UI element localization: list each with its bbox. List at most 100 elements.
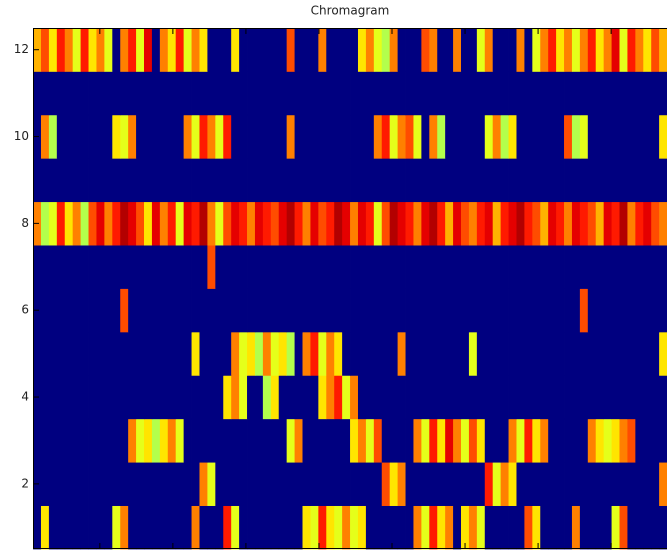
heat-cell	[168, 28, 176, 72]
heat-cell	[303, 332, 311, 376]
heat-cell	[342, 245, 350, 289]
heat-cell	[318, 332, 326, 376]
heat-cell	[612, 28, 620, 72]
heat-cell	[429, 506, 437, 550]
heat-cell	[588, 375, 596, 419]
heat-cell	[548, 289, 556, 333]
heat-cell	[469, 28, 477, 72]
heat-cell	[255, 115, 263, 159]
heat-cell	[588, 115, 596, 159]
heat-cell	[524, 158, 532, 202]
heat-cell	[215, 28, 223, 72]
heat-cell	[532, 115, 540, 159]
heat-cell	[152, 115, 160, 159]
heat-cell	[588, 202, 596, 246]
heat-cell	[49, 375, 57, 419]
heat-cell	[303, 245, 311, 289]
heat-cell	[160, 202, 168, 246]
heat-cell	[223, 375, 231, 419]
heat-cell	[33, 506, 41, 550]
heat-cell	[516, 375, 524, 419]
heat-cell	[588, 71, 596, 115]
heat-cell	[57, 245, 65, 289]
heat-cell	[556, 375, 564, 419]
heat-cell	[382, 375, 390, 419]
heat-cell	[49, 202, 57, 246]
heat-cell	[263, 506, 271, 550]
heat-cell	[390, 506, 398, 550]
heat-cell	[453, 375, 461, 419]
heat-cell	[540, 245, 548, 289]
heat-cell	[152, 375, 160, 419]
heat-cell	[192, 115, 200, 159]
heat-cell	[485, 115, 493, 159]
heat-cell	[461, 28, 469, 72]
heat-cell	[41, 419, 49, 463]
heat-cell	[120, 462, 128, 506]
heat-cell	[509, 462, 517, 506]
heat-cell	[199, 375, 207, 419]
heat-cell	[81, 28, 89, 72]
heat-cell	[445, 115, 453, 159]
heat-cell	[406, 115, 414, 159]
heat-cell	[540, 71, 548, 115]
heat-cell	[215, 158, 223, 202]
heat-cell	[295, 245, 303, 289]
heat-cell	[326, 289, 334, 333]
heat-cell	[374, 115, 382, 159]
heat-cell	[247, 332, 255, 376]
heat-cell	[160, 158, 168, 202]
heat-cell	[65, 202, 73, 246]
heat-cell	[548, 419, 556, 463]
heat-cell	[41, 71, 49, 115]
heat-cell	[326, 332, 334, 376]
heat-cell	[160, 506, 168, 550]
heat-cell	[168, 115, 176, 159]
heat-cell	[342, 115, 350, 159]
heat-cell	[350, 375, 358, 419]
heat-cell	[96, 245, 104, 289]
heat-cell	[445, 71, 453, 115]
heat-cell	[382, 462, 390, 506]
heat-cell	[493, 332, 501, 376]
heat-cell	[421, 332, 429, 376]
heat-cell	[596, 462, 604, 506]
heat-cell	[112, 245, 120, 289]
heat-cell	[461, 462, 469, 506]
heat-cell	[596, 419, 604, 463]
heat-cell	[620, 245, 628, 289]
heat-cell	[453, 289, 461, 333]
heat-cell	[192, 202, 200, 246]
heat-cell	[310, 245, 318, 289]
heat-cell	[509, 202, 517, 246]
heat-cell	[287, 28, 295, 72]
heat-cell	[65, 28, 73, 72]
heat-cell	[524, 462, 532, 506]
heat-cell	[651, 245, 659, 289]
heat-cell	[207, 332, 215, 376]
heat-cell	[287, 506, 295, 550]
heat-cell	[104, 375, 112, 419]
heat-cell	[580, 245, 588, 289]
heat-cell	[588, 419, 596, 463]
heat-cell	[548, 375, 556, 419]
heat-cell	[271, 245, 279, 289]
heat-cell	[366, 115, 374, 159]
heat-cell	[548, 202, 556, 246]
heat-cell	[548, 28, 556, 72]
heat-cell	[390, 462, 398, 506]
heat-cell	[548, 245, 556, 289]
heat-cell	[104, 419, 112, 463]
heat-cell	[398, 28, 406, 72]
heat-cell	[596, 28, 604, 72]
heat-cell	[342, 71, 350, 115]
heat-cell	[612, 289, 620, 333]
heat-cell	[192, 332, 200, 376]
heat-cell	[406, 506, 414, 550]
heat-cell	[659, 202, 667, 246]
heat-cell	[295, 158, 303, 202]
heat-cell	[572, 506, 580, 550]
heat-cell	[128, 28, 136, 72]
heat-cell	[382, 28, 390, 72]
heat-cell	[453, 71, 461, 115]
